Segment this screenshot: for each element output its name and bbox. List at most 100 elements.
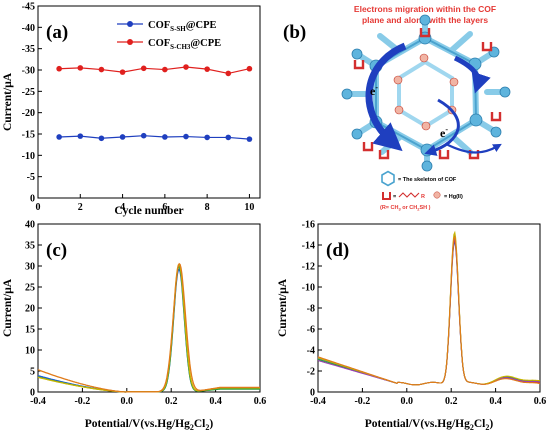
- data-point-0-0: [56, 134, 62, 140]
- data-point-1-6: [183, 64, 189, 70]
- electron-label-right: e-: [440, 125, 448, 140]
- svg-text:COFS-CH3@CPE: COFS-CH3@CPE: [148, 38, 221, 51]
- skeleton-hexagon-icon: [381, 170, 395, 187]
- a-xtick-label: 8: [205, 202, 210, 213]
- d-ytick-label: -4: [307, 346, 315, 357]
- a-xtick-label: 10: [244, 202, 254, 213]
- data-point-1-4: [140, 65, 147, 72]
- panel-a-legend: COFS-SH@CPE COFS-CH3@CPE: [117, 20, 221, 51]
- a-ytick-label: -40: [22, 23, 35, 34]
- c-xtick-label: 0.4: [209, 396, 222, 407]
- panel-a-frame: [37, 5, 261, 199]
- d-xtick-label: 0.4: [489, 396, 502, 407]
- c-ytick-label: 5: [30, 367, 35, 378]
- panel-c-chart: 0 5 10 15 20 25 30 35 40 -0.4 -0.2 0.0 0.2 0.4 0.6 (c…: [2, 220, 266, 433]
- dpv-curve-1: [37, 265, 260, 393]
- legend-hg-text: = Hg(II): [444, 194, 463, 200]
- d-xtick-label: -0.4: [310, 396, 326, 407]
- a-ytick-label: -30: [22, 66, 35, 77]
- d-ytick-label: -12: [302, 262, 315, 273]
- d-ytick-label: -6: [307, 325, 315, 336]
- d-ytick-label: -2: [307, 367, 315, 378]
- cof-framework-illustration: e- e-: [341, 14, 511, 172]
- dpv-curve-5: [317, 234, 541, 386]
- panel-d-label: (d): [326, 240, 349, 261]
- schematic-legend: = The skeleton of COF = R = Hg(II) (R= C…: [380, 170, 463, 212]
- a-ytick-label: -35: [22, 44, 35, 55]
- data-point-0-4: [140, 132, 147, 139]
- linker-u-icon: [382, 192, 391, 200]
- c-xtick-label: 0.6: [254, 396, 267, 407]
- panel-d-ylabel: Current/μA: [277, 278, 289, 337]
- dpv-curve-0: [317, 240, 541, 386]
- c-ytick-label: 10: [25, 346, 35, 357]
- panel-c-frame: [37, 223, 261, 393]
- a-xtick-label: 6: [162, 202, 167, 213]
- series-line-1: [59, 66, 250, 75]
- legend-r-char: R: [421, 194, 425, 200]
- data-point-0-6: [183, 133, 189, 140]
- data-point-0-7: [204, 134, 210, 141]
- dpv-curve-3: [37, 262, 260, 393]
- series-line-0: [59, 135, 250, 140]
- data-point-0-1: [77, 133, 84, 139]
- data-point-1-1: [77, 65, 84, 71]
- dpv-curve-1: [317, 237, 541, 386]
- c-xtick-label: 0.2: [165, 396, 178, 407]
- c-xtick-label: -0.4: [30, 396, 46, 407]
- d-ytick-label: -16: [302, 220, 315, 231]
- legend-r-definition: (R= CH3 or CH2SH ): [380, 205, 431, 212]
- a-ytick-label: -10: [22, 151, 35, 162]
- data-point-1-5: [162, 66, 168, 73]
- legend-ssh-main: COF: [148, 20, 170, 31]
- data-point-1-3: [119, 69, 126, 75]
- data-point-0-2: [98, 135, 105, 142]
- a-xtick-label: 0: [36, 202, 41, 213]
- panel-a-ylabel: Current/μA: [2, 72, 14, 131]
- data-point-1-7: [204, 66, 210, 72]
- d-xtick-label: 0.2: [445, 396, 458, 407]
- a-ytick-label: -25: [22, 87, 35, 98]
- c-ytick-label: 15: [25, 325, 35, 336]
- panel-d-xlabel: Potential/V(vs.Hg/Hg2Cl2): [365, 418, 494, 432]
- dpv-curve-3: [317, 235, 541, 386]
- panel-a-chart: 0-5-10-15-20-25-30-35-40-45 0 2 4 6 8 10 (a) …: [2, 2, 261, 217]
- c-ytick-label: 30: [25, 262, 35, 273]
- panel-a-xlabel: Cycle number: [114, 205, 183, 217]
- dpv-curve-2: [37, 263, 260, 393]
- a-xtick-label: 4: [120, 202, 125, 213]
- dpv-curve-2: [317, 233, 541, 386]
- a-ytick-label: 0: [30, 194, 35, 205]
- legend-sch3-sub: S-CH3: [170, 43, 191, 51]
- d-xtick-label: 0.0: [401, 396, 414, 407]
- data-point-0-9: [246, 136, 253, 142]
- legend-ssh-tail: @CPE: [186, 20, 217, 31]
- legend-entry-cof-ssh: COFS-SH@CPE: [117, 20, 217, 33]
- c-ytick-label: 25: [25, 283, 35, 294]
- legend-ssh-sub: S-SH: [170, 25, 186, 33]
- data-point-1-9: [246, 65, 253, 72]
- panel-c-xlabel: Potential/V(vs.Hg/Hg2Cl2): [85, 418, 214, 432]
- a-ytick-label: -5: [27, 172, 35, 183]
- d-ytick-label: -8: [307, 304, 315, 315]
- schematic-title-line1: Electrons migration within the COF: [354, 4, 496, 14]
- data-point-0-3: [119, 134, 126, 140]
- data-point-1-8: [225, 70, 232, 77]
- legend-r-eq: =: [393, 194, 396, 200]
- legend-entry-cof-sch3: COFS-CH3@CPE: [117, 38, 221, 51]
- a-ytick-label: -15: [22, 130, 35, 141]
- panel-d-frame: [317, 223, 541, 393]
- c-ytick-label: 20: [25, 304, 35, 315]
- data-point-0-5: [162, 134, 168, 140]
- electron-label-left: e-: [370, 83, 378, 98]
- dpv-curve-0: [37, 268, 260, 393]
- linker-chain-icon: [398, 192, 420, 198]
- a-xtick-label: 2: [78, 202, 83, 213]
- legend-sch3-tail: @CPE: [190, 38, 221, 49]
- d-ytick-label: -14: [302, 241, 315, 252]
- c-ytick-label: 40: [25, 220, 35, 231]
- d-xtick-label: 0.6: [534, 396, 547, 407]
- c-ytick-label: 35: [25, 241, 35, 252]
- data-point-0-8: [225, 134, 232, 141]
- panel-d-chart: 0 -2 -4 -6 -8 -10 -12 -14 -16 -0.4 -0.2 0.0 0.2 0.4 0…: [277, 220, 546, 433]
